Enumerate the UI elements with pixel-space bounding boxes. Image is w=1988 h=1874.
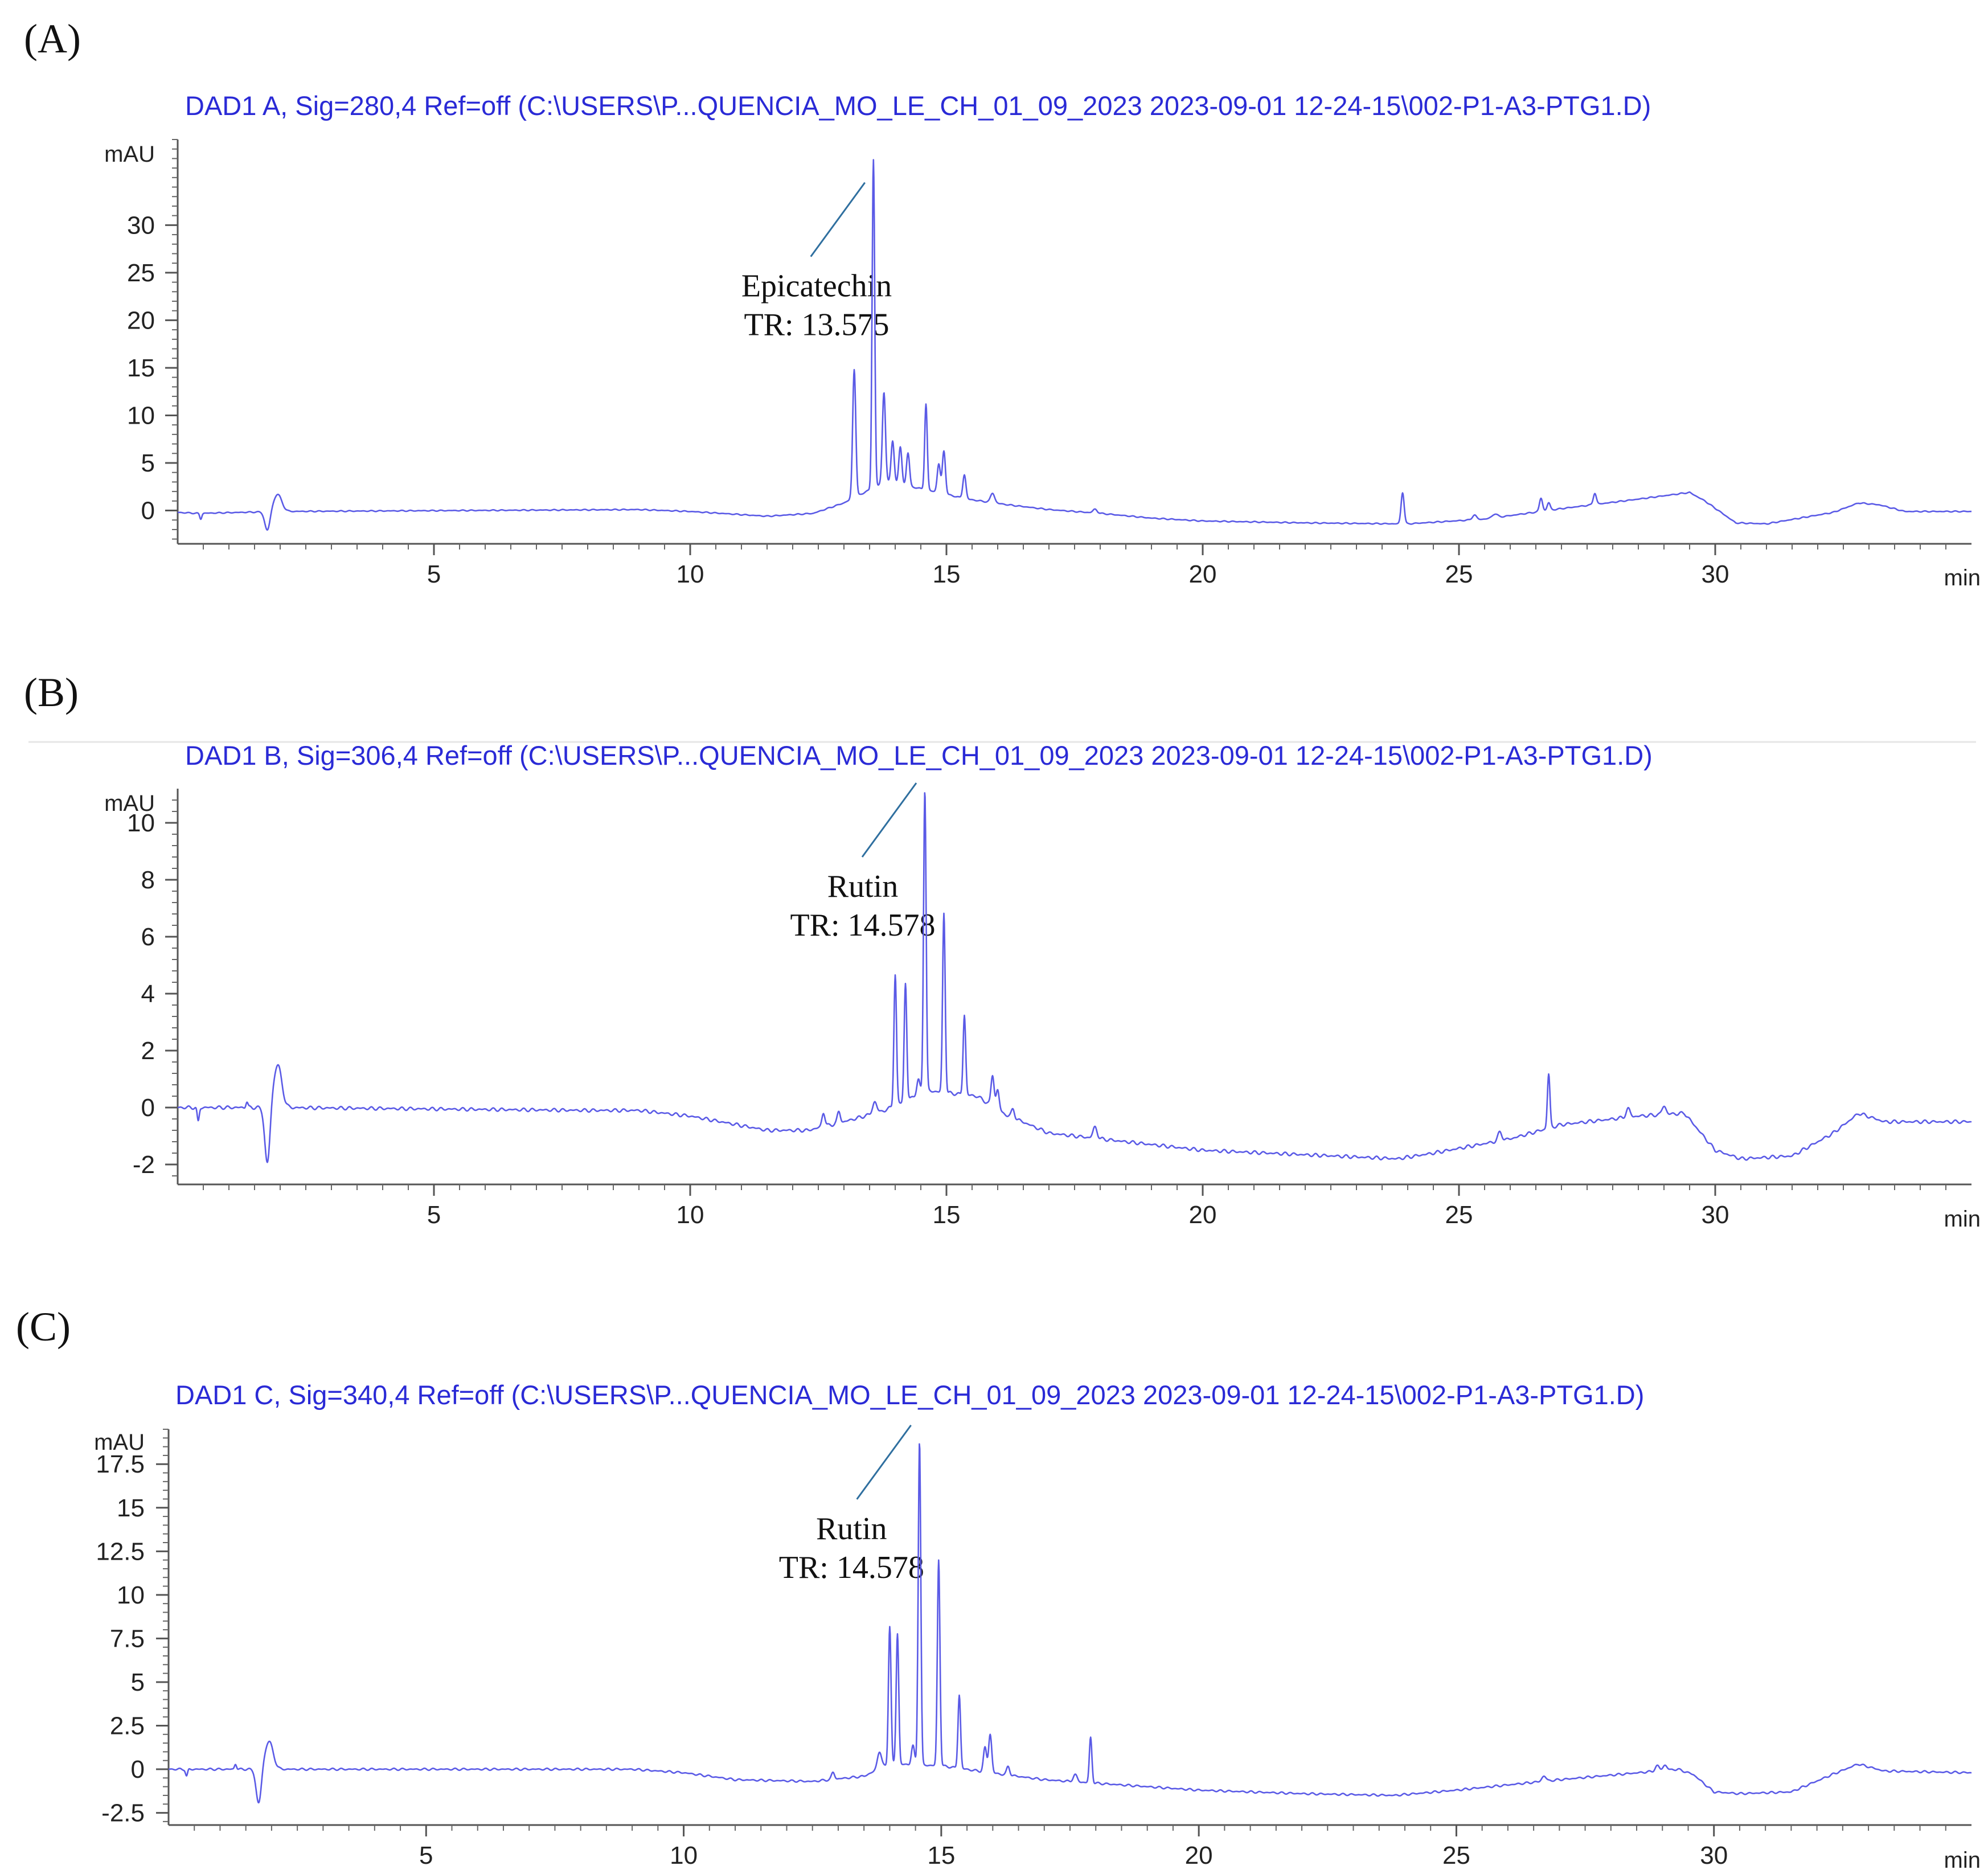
annotation-leader-line (861, 782, 917, 858)
annotation-leader-line (810, 182, 866, 257)
x-axis-unit: min (1944, 1848, 1981, 1873)
x-tick-label: 20 (1185, 1842, 1213, 1869)
x-tick-label: 15 (933, 1201, 961, 1229)
panel-label: (B) (24, 670, 79, 715)
y-tick-label: 30 (127, 211, 155, 239)
x-axis-unit: min (1944, 565, 1981, 591)
x-tick-label: 30 (1700, 1842, 1728, 1869)
x-axis-unit: min (1944, 1207, 1981, 1232)
y-tick-label: 25 (127, 259, 155, 287)
y-tick-label: 2.5 (110, 1712, 145, 1740)
x-tick-label: 25 (1445, 560, 1473, 588)
signal-title: DAD1 B, Sig=306,4 Ref=off (C:\USERS\P...… (185, 740, 1653, 770)
y-tick-label: -2.5 (101, 1799, 145, 1827)
y-tick-label: 2 (141, 1037, 155, 1065)
peak-annotation-retention-time: TR: 14.578 (790, 908, 935, 943)
y-tick-label: 0 (141, 1094, 155, 1122)
y-tick-label: 12.5 (96, 1537, 145, 1565)
x-tick-label: 30 (1702, 560, 1729, 588)
panel-label: (C) (16, 1304, 71, 1350)
annotation-leader-line (856, 1425, 912, 1500)
x-tick-label: 10 (677, 1201, 704, 1229)
x-tick-label: 20 (1189, 1201, 1217, 1229)
chromatogram-trace (168, 1443, 1972, 1804)
peak-annotation-retention-time: TR: 13.575 (744, 307, 889, 343)
y-tick-label: 15 (117, 1494, 145, 1522)
panel-label: (A) (24, 16, 81, 61)
y-axis-unit: mAU (94, 1430, 145, 1455)
y-tick-label: 5 (131, 1668, 145, 1696)
x-tick-label: 5 (419, 1842, 433, 1869)
signal-title: DAD1 A, Sig=280,4 Ref=off (C:\USERS\P...… (185, 91, 1651, 121)
y-tick-label: 10 (127, 401, 155, 429)
peak-annotation-name: Rutin (816, 1511, 887, 1547)
x-tick-label: 5 (427, 1201, 441, 1229)
y-tick-label: 17.5 (96, 1450, 145, 1478)
x-tick-label: 25 (1442, 1842, 1470, 1869)
peak-annotation-name: Rutin (827, 869, 898, 904)
x-tick-label: 5 (427, 560, 441, 588)
y-tick-label: 15 (127, 354, 155, 382)
y-tick-label: 10 (127, 809, 155, 837)
y-tick-label: 8 (141, 866, 155, 894)
chart-panel-b: (B) DAD1 B, Sig=306,4 Ref=off (C:\USERS\… (24, 670, 1981, 1232)
signal-title: DAD1 C, Sig=340,4 Ref=off (C:\USERS\P...… (175, 1380, 1644, 1410)
chart-panel-c: (C) DAD1 C, Sig=340,4 Ref=off (C:\USERS\… (16, 1304, 1981, 1873)
y-axis-unit: mAU (104, 791, 155, 816)
chart-panel-a: (A) DAD1 A, Sig=280,4 Ref=off (C:\USERS\… (24, 16, 1981, 591)
x-tick-label: 10 (677, 560, 704, 588)
x-tick-label: 25 (1445, 1201, 1473, 1229)
x-tick-label: 20 (1189, 560, 1217, 588)
x-tick-label: 15 (927, 1842, 955, 1869)
peak-annotation-name: Epicatechin (741, 269, 892, 304)
y-tick-label: 20 (127, 306, 155, 334)
chromatogram-trace (177, 792, 1972, 1163)
y-tick-label: 4 (141, 980, 155, 1008)
y-tick-label: 7.5 (110, 1625, 145, 1652)
y-tick-label: -2 (133, 1151, 155, 1179)
y-tick-label: 0 (141, 497, 155, 525)
y-tick-label: 6 (141, 923, 155, 951)
chromatogram-trace (177, 159, 1972, 531)
y-tick-label: 0 (131, 1756, 145, 1783)
peak-annotation-retention-time: TR: 14.578 (779, 1550, 924, 1585)
y-tick-label: 5 (141, 449, 155, 477)
x-tick-label: 10 (670, 1842, 698, 1869)
x-tick-label: 15 (933, 560, 961, 588)
x-tick-label: 30 (1702, 1201, 1729, 1229)
y-tick-label: 10 (117, 1581, 145, 1609)
y-axis-unit: mAU (104, 142, 155, 167)
